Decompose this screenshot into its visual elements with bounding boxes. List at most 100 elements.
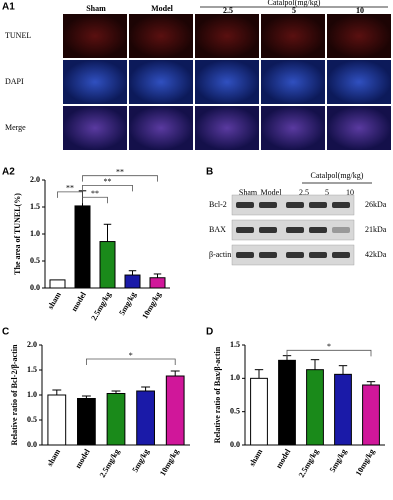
micrograph-image <box>261 106 325 150</box>
blot-band <box>259 202 277 208</box>
lane-label: 5 <box>325 188 329 197</box>
x-tick-label: 5mg/kg <box>328 447 348 473</box>
bar <box>362 384 380 446</box>
size-label: 42kDa <box>365 250 387 259</box>
size-label: 26kDa <box>365 200 387 209</box>
micrograph-image <box>261 60 325 104</box>
bar <box>250 377 268 446</box>
y-tick-label: 0.0 <box>27 440 37 449</box>
row-label: DAPI <box>5 77 24 86</box>
blot-band <box>236 252 254 258</box>
y-tick-label: 0.5 <box>27 415 37 424</box>
bar <box>49 279 66 289</box>
x-tick-label: 5mg/kg <box>117 290 137 316</box>
micrograph-image <box>63 14 127 58</box>
y-tick-label: 0.0 <box>230 440 240 449</box>
column-label: Model <box>151 4 174 13</box>
bar <box>124 274 141 289</box>
significance-bracket <box>57 191 83 198</box>
blot-band <box>332 252 350 258</box>
blot-band <box>332 227 350 233</box>
blot-band <box>309 252 327 258</box>
lane-label: 10 <box>346 188 354 197</box>
group-label: Catalpol(mg/kg) <box>268 0 321 7</box>
micrograph-image <box>129 14 193 58</box>
bar <box>99 241 116 289</box>
column-label: 10 <box>356 6 364 15</box>
bar <box>77 398 96 446</box>
x-tick-label: model <box>274 447 293 470</box>
x-tick-label: 10mg/kg <box>354 447 376 477</box>
column-label: 5 <box>292 6 296 15</box>
x-tick-label: 10mg/kg <box>158 447 180 477</box>
bar <box>149 277 166 289</box>
lane-label: Model <box>261 188 283 197</box>
row-label: Bcl-2 <box>209 200 227 209</box>
y-tick-label: 2.0 <box>27 340 37 349</box>
significance-label: ** <box>91 189 99 198</box>
x-tick-label: sham <box>247 447 264 468</box>
panel-label: D <box>206 327 213 338</box>
y-tick-label: 1.5 <box>230 340 240 349</box>
panel-label: B <box>206 167 213 178</box>
blot-band <box>309 227 327 233</box>
bar <box>165 375 185 446</box>
y-tick-label: 1.0 <box>27 390 37 399</box>
x-tick-label: sham <box>45 447 62 468</box>
micrograph-image <box>195 14 259 58</box>
micrograph-image <box>327 14 391 58</box>
bar <box>106 393 126 446</box>
micrograph-image <box>195 106 259 150</box>
y-axis-label: Relative ratio of Bcl-2/β-actin <box>10 344 19 445</box>
significance-label: ** <box>66 184 74 193</box>
y-axis-label: Relative ratio of Bax/β-actin <box>213 346 222 443</box>
blot-band <box>259 252 277 258</box>
blot-band <box>286 252 304 258</box>
row-label: β-actin <box>209 250 231 259</box>
bar <box>74 205 91 289</box>
group-label: Catalpol(mg/kg) <box>311 171 364 180</box>
blot-band <box>332 202 350 208</box>
blot-band <box>236 202 254 208</box>
significance-label: ** <box>116 168 124 177</box>
y-tick-label: 0.5 <box>30 256 40 265</box>
y-tick-label: 1.0 <box>30 229 40 238</box>
row-label: TUNEL <box>5 31 31 40</box>
blot-band <box>236 227 254 233</box>
y-tick-label: 0.0 <box>30 283 40 292</box>
significance-bracket <box>82 196 108 204</box>
blot-band <box>259 227 277 233</box>
micrograph-image <box>261 14 325 58</box>
y-tick-label: 0.5 <box>230 406 240 415</box>
x-tick-label: 2.5mg/kg <box>297 447 320 479</box>
bar <box>278 359 296 446</box>
panel-label: A1 <box>2 2 15 13</box>
x-tick-label: model <box>70 290 89 313</box>
x-tick-label: sham <box>46 290 63 311</box>
lane-label: 2.5 <box>299 188 309 197</box>
bar <box>334 373 352 446</box>
panel-label: A2 <box>2 167 15 178</box>
significance-bracket <box>286 349 372 357</box>
x-tick-label: 2.5mg/kg <box>98 447 121 479</box>
y-tick-label: 1.5 <box>30 202 40 211</box>
significance-bracket <box>82 185 133 192</box>
blot-band <box>309 202 327 208</box>
column-label: Sham <box>86 4 106 13</box>
bar <box>47 394 67 446</box>
panel-label: C <box>2 327 9 338</box>
micrograph-image <box>129 60 193 104</box>
bar <box>136 390 155 446</box>
significance-label: ** <box>104 177 112 186</box>
micrograph-image <box>63 60 127 104</box>
x-tick-label: 10mg/kg <box>140 290 162 320</box>
blot-band <box>286 202 304 208</box>
significance-label: * <box>327 342 331 351</box>
micrograph-image <box>129 106 193 150</box>
x-tick-label: 5mg/kg <box>130 447 150 473</box>
micrograph-image <box>63 106 127 150</box>
x-tick-label: 2.5mg/kg <box>89 290 112 322</box>
significance-label: * <box>129 351 133 360</box>
